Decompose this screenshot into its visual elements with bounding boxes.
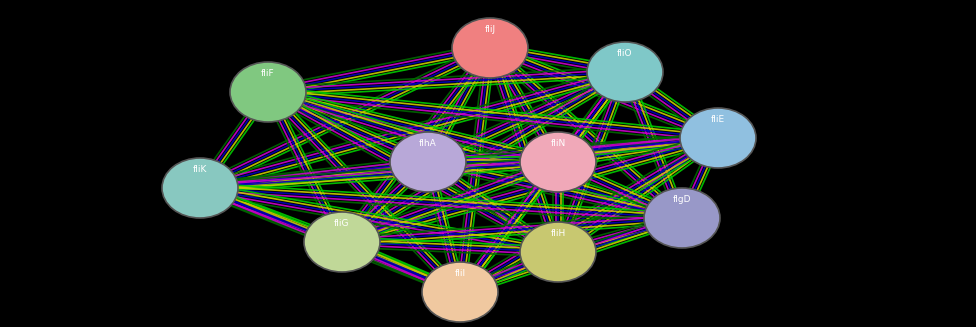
Ellipse shape xyxy=(162,158,238,218)
Text: fliI: fliI xyxy=(455,269,466,279)
Ellipse shape xyxy=(230,62,306,122)
Text: fliF: fliF xyxy=(262,70,275,78)
Text: fliN: fliN xyxy=(550,140,566,148)
Text: fliK: fliK xyxy=(193,165,207,175)
Ellipse shape xyxy=(680,108,756,168)
Text: fliE: fliE xyxy=(711,115,725,125)
Text: fliG: fliG xyxy=(334,219,349,229)
Ellipse shape xyxy=(520,132,596,192)
Text: flhA: flhA xyxy=(419,140,437,148)
Ellipse shape xyxy=(390,132,466,192)
Text: fliJ: fliJ xyxy=(484,26,496,35)
Ellipse shape xyxy=(422,262,498,322)
Text: fliO: fliO xyxy=(617,49,632,59)
Ellipse shape xyxy=(587,42,663,102)
Ellipse shape xyxy=(520,222,596,282)
Ellipse shape xyxy=(304,212,380,272)
Ellipse shape xyxy=(452,18,528,78)
Text: fliH: fliH xyxy=(550,230,566,238)
Text: flgD: flgD xyxy=(672,196,691,204)
Ellipse shape xyxy=(644,188,720,248)
